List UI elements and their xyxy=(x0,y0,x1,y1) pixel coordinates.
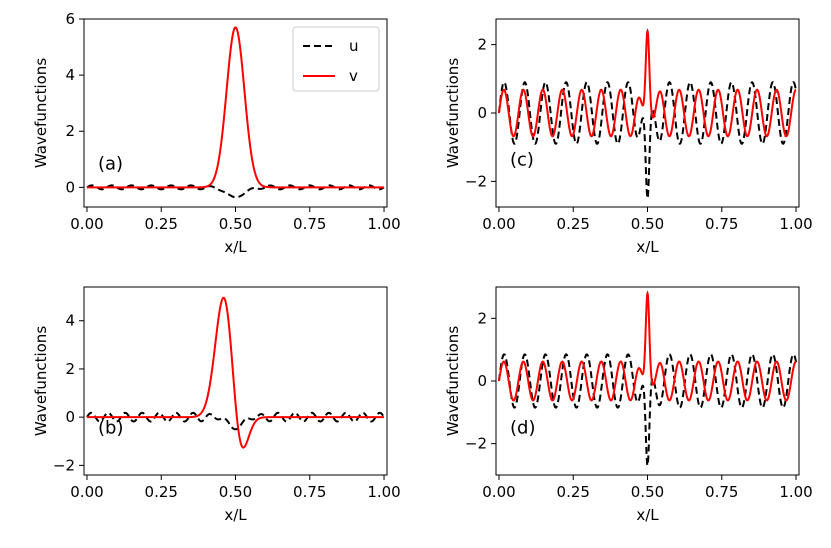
x-tick-label: 1.00 xyxy=(367,215,400,233)
legend-label-u: u xyxy=(349,37,359,55)
y-tick-label: 2 xyxy=(65,122,75,140)
y-tick-label: −2 xyxy=(465,435,487,453)
y-axis-label: Wavefunctions xyxy=(444,58,462,168)
x-tick-label: 0.25 xyxy=(557,483,590,501)
panel-b: 0.00 0.25 0.50 0.75 1.00 −2 0 2 4 x/L Wavefunction… xyxy=(32,286,401,524)
y-tick-label: 0 xyxy=(65,408,75,426)
panel-c: 0.00 0.25 0.50 0.75 1.00 −2 0 2 x/L Wavefunctions… xyxy=(444,18,813,256)
plot-frame xyxy=(495,286,800,476)
series-u-line xyxy=(497,81,798,202)
x-tick-label: 0.00 xyxy=(482,215,515,233)
x-tick-label: 1.00 xyxy=(367,483,400,501)
legend: uv xyxy=(292,26,380,92)
x-tick-label: 0.50 xyxy=(631,215,664,233)
legend-label-v: v xyxy=(349,67,358,85)
x-tick-label: 0.50 xyxy=(631,483,664,501)
series-v-line xyxy=(86,296,385,449)
x-tick-label: 1.00 xyxy=(779,215,812,233)
y-tick-label: 2 xyxy=(477,309,487,327)
y-tick-label: 0 xyxy=(477,104,487,122)
legend-box xyxy=(292,26,380,92)
x-tick-label: 0.75 xyxy=(293,483,326,501)
x-axis-label: x/L xyxy=(224,238,247,256)
y-tick-label: −2 xyxy=(465,172,487,190)
x-tick-label: 0.50 xyxy=(219,215,252,233)
y-axis-label: Wavefunctions xyxy=(444,326,462,436)
series-v-line xyxy=(86,26,385,189)
y-tick-label: 2 xyxy=(477,36,487,54)
x-tick-label: 0.00 xyxy=(70,483,103,501)
x-axis-label: x/L xyxy=(224,506,247,524)
y-tick-label: 0 xyxy=(477,372,487,390)
x-tick-label: 0.25 xyxy=(145,483,178,501)
y-tick-label: −2 xyxy=(53,456,75,474)
y-tick-label: 4 xyxy=(65,66,75,84)
y-tick-label: 0 xyxy=(65,178,75,196)
y-axis-label: Wavefunctions xyxy=(32,58,50,168)
x-tick-label: 0.25 xyxy=(557,215,590,233)
panel-label: (a) xyxy=(98,153,123,174)
x-tick-label: 1.00 xyxy=(779,483,812,501)
y-tick-label: 2 xyxy=(65,360,75,378)
y-tick-label: 6 xyxy=(65,10,75,28)
y-tick-label: 4 xyxy=(65,312,75,330)
x-tick-label: 0.00 xyxy=(482,483,515,501)
series-v-line xyxy=(497,290,797,402)
x-tick-label: 0.75 xyxy=(705,215,738,233)
x-tick-label: 0.00 xyxy=(70,215,103,233)
panel-label: (d) xyxy=(510,418,535,439)
y-axis-label: Wavefunctions xyxy=(32,326,50,436)
panel-d: 0.00 0.25 0.50 0.75 1.00 −2 0 2 x/L Wavefunctions… xyxy=(444,286,813,524)
panel-label: (c) xyxy=(510,150,534,171)
x-tick-label: 0.50 xyxy=(219,483,252,501)
x-axis-label: x/L xyxy=(636,506,659,524)
series-v-line xyxy=(497,27,797,138)
x-tick-label: 0.75 xyxy=(293,215,326,233)
series-u-line xyxy=(86,411,385,431)
panel-a: 0.00 0.25 0.50 0.75 1.00 0 2 4 6 x/L Wavefunctions… xyxy=(32,10,401,256)
x-axis-label: x/L xyxy=(636,238,659,256)
x-tick-label: 0.75 xyxy=(705,483,738,501)
series-u-line xyxy=(497,353,798,469)
x-tick-label: 0.25 xyxy=(145,215,178,233)
panel-label: (b) xyxy=(98,418,123,439)
plot-frame xyxy=(83,286,388,476)
plot-frame xyxy=(495,18,800,208)
